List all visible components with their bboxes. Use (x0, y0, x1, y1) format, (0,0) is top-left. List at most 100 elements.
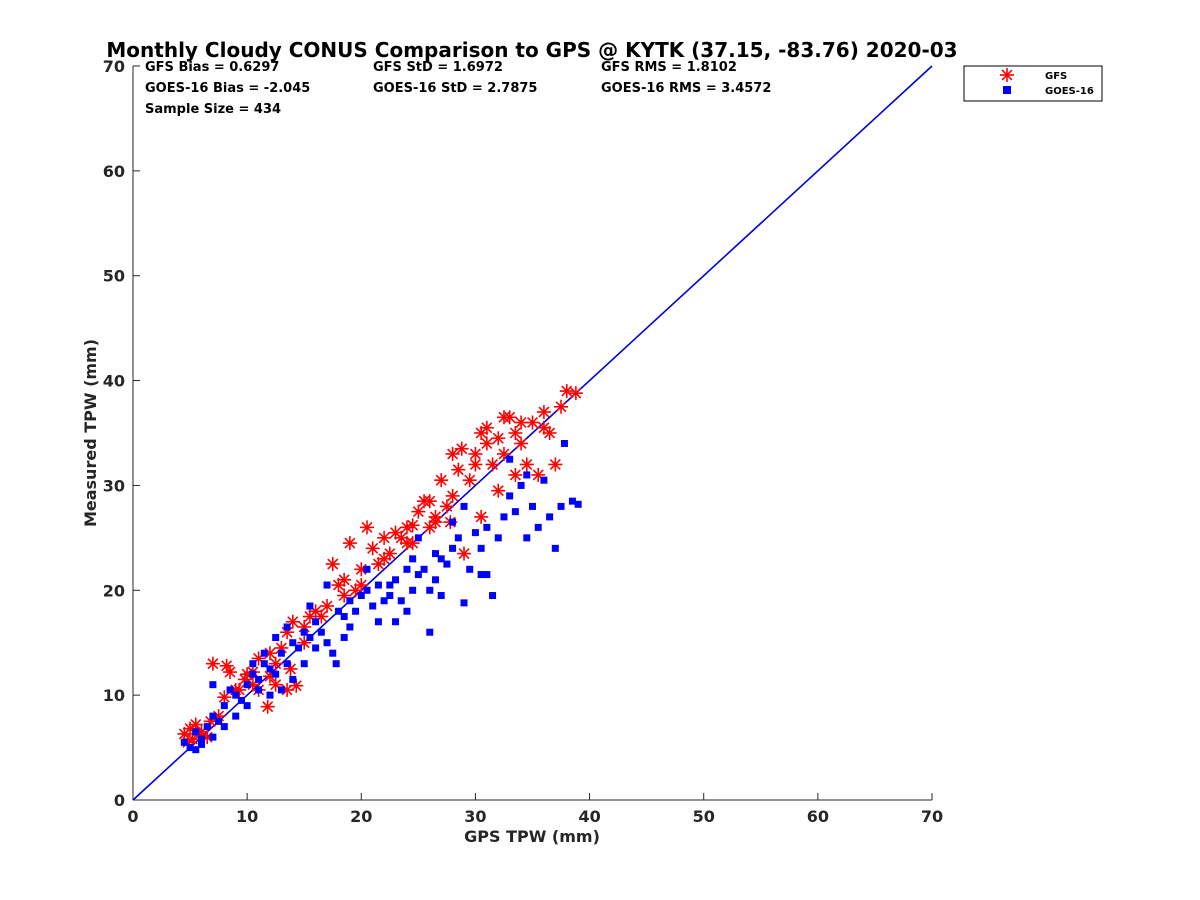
gfs-point (554, 399, 569, 414)
y-axis-label: Measured TPW (mm) (81, 339, 100, 527)
gfs-point (485, 457, 500, 472)
one-to-one-line (132, 65, 933, 801)
goes16-point (277, 686, 285, 694)
y-tick-label: 70 (103, 57, 125, 76)
goes16-point (431, 576, 439, 584)
goes16-point (529, 502, 536, 510)
goes16-point (557, 502, 565, 510)
goes16-point (266, 665, 274, 673)
goes16-point (340, 613, 348, 620)
goes16-point (237, 696, 245, 704)
goes16-point (295, 644, 303, 652)
goes16-point (471, 529, 479, 537)
goes16-point (283, 660, 291, 668)
goes16-point (186, 744, 194, 752)
gfs-point (462, 473, 477, 488)
goes16-point (215, 717, 223, 725)
gfs-point (508, 467, 523, 482)
goes16-point (454, 534, 462, 542)
gfs-point (411, 504, 426, 519)
goes16-point (374, 618, 382, 626)
stats-block: GFS Bias = 0.6297 GFS StD = 1.6972 GFS R… (145, 60, 771, 117)
goes16-point (511, 508, 519, 516)
chart-title: Monthly Cloudy CONUS Comparison to GPS @… (106, 38, 957, 62)
gfs-point (468, 457, 483, 472)
gfs-point (359, 520, 374, 535)
stat-goes-rms: GOES-16 RMS = 3.4572 (601, 81, 771, 96)
x-tick-label: 40 (578, 807, 600, 826)
y-tick-label: 40 (103, 372, 125, 391)
y-tick-label: 20 (103, 581, 125, 600)
goes16-point (517, 481, 525, 489)
x-tick-label: 0 (127, 807, 138, 826)
x-tick-label: 60 (807, 807, 829, 826)
goes16-point (352, 607, 360, 615)
goes16-point (489, 592, 497, 600)
goes16-point (437, 592, 445, 600)
gfs-point (508, 426, 523, 440)
stat-goes-std: GOES-16 StD = 2.7875 (373, 81, 537, 96)
goes16-point (534, 523, 542, 531)
goes16-point (363, 565, 371, 573)
goes16-point (477, 571, 485, 579)
goes16-point (332, 660, 340, 668)
goes16-point (409, 555, 417, 563)
gfs-point (479, 436, 494, 451)
plot-area (132, 65, 933, 801)
goes16-point (283, 623, 291, 631)
goes16-point (277, 649, 285, 657)
goes16-point (449, 544, 457, 552)
gfs-point (439, 499, 454, 514)
legend-gfs-marker (1000, 68, 1014, 82)
y-tick-label: 60 (103, 162, 125, 181)
gfs-point (217, 690, 232, 705)
goes16-point (374, 581, 382, 589)
goes16-point (466, 565, 474, 573)
stat-sample-size: Sample Size = 434 (145, 102, 281, 117)
goes16-point (523, 534, 531, 542)
goes16-point (426, 586, 434, 594)
gfs-point (496, 410, 511, 425)
goes16-point (272, 670, 280, 678)
legend-box (963, 65, 1103, 102)
stat-gfs-rms: GFS RMS = 1.8102 (601, 60, 737, 75)
gfs-point (342, 536, 357, 551)
goes16-point (323, 639, 331, 647)
y-tick-label: 10 (103, 686, 125, 705)
goes16-point (317, 628, 325, 636)
goes16-point (397, 597, 405, 605)
goes16-point (392, 576, 400, 584)
goes16-point (192, 728, 200, 736)
goes16-point (392, 618, 400, 626)
gfs-point (428, 515, 443, 530)
goes16-point (312, 644, 320, 652)
legend-gfs-asterisk (1000, 68, 1014, 82)
x-ticks: 0 10 20 30 40 50 60 70 (127, 793, 943, 826)
gfs-point (337, 572, 352, 587)
gfs-point (399, 536, 414, 551)
goes16-point (409, 586, 417, 594)
goes16-point (431, 550, 439, 558)
goes16-point (180, 738, 188, 746)
goes16-point (272, 633, 280, 641)
goes16-point (437, 555, 445, 563)
goes16-point (249, 660, 257, 668)
goes16-point (403, 607, 411, 615)
gfs-point (377, 530, 392, 545)
goes16-point (483, 571, 491, 579)
goes16-point (209, 733, 217, 741)
goes16-point (260, 649, 268, 657)
goes16-point (369, 602, 377, 610)
goes16-point (568, 497, 576, 505)
goes16-point (220, 723, 228, 731)
y-ticks: 0 10 20 30 40 50 60 70 (103, 57, 140, 810)
legend-gfs-label: GFS (1045, 71, 1067, 82)
legend: GFS GOES-16 (963, 65, 1103, 102)
gfs-point (514, 436, 529, 451)
gfs-point (454, 441, 469, 456)
goes16-point (363, 586, 371, 594)
axes: 0 10 20 30 40 50 60 70 0 10 20 30 40 50 60 70 (103, 57, 943, 826)
goes16-point (560, 439, 568, 447)
x-axis-label: GPS TPW (mm) (464, 827, 600, 846)
